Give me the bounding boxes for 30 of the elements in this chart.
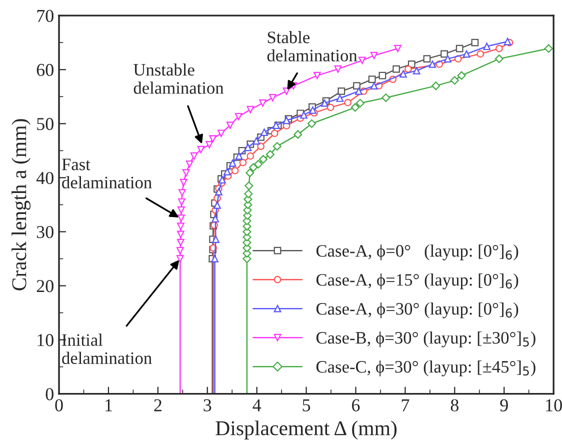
y-axis-title: Crack length a (mm) — [12, 119, 31, 290]
x-tick-label: 3 — [204, 399, 212, 412]
x-tick-label: 9 — [500, 399, 508, 412]
x-tick-label: 10 — [546, 399, 562, 412]
annotation: Initial delamination — [62, 334, 152, 364]
x-tick-label: 8 — [450, 399, 458, 412]
x-axis-title: Displacement Δ (mm) — [216, 420, 397, 440]
y-tick-label: 40 — [36, 172, 54, 184]
y-tick-label: 60 — [36, 64, 54, 76]
x-tick-label: 2 — [154, 399, 162, 412]
legend-label: Case-B, ϕ=30° (layup: [±30°]$_{5}$) — [316, 332, 536, 348]
legend-label: Case-A, ϕ=15° (layup: [0°]$_{6}$) — [316, 274, 518, 290]
x-tick-label: 0 — [55, 399, 63, 412]
annotation: Unstable delamination — [134, 63, 224, 94]
x-tick-label: 4 — [252, 399, 262, 412]
y-tick-label: 50 — [37, 118, 54, 130]
x-tick-label: 6 — [352, 399, 360, 412]
x-tick-label: 7 — [402, 399, 410, 412]
legend-label: Case-A, ϕ=30° (layup: [0°]$_{6}$) — [316, 302, 518, 318]
legend-label: Case-C, ϕ=30° (layup: [±45°]$_{5}$) — [316, 360, 536, 376]
x-tick-label: 1 — [106, 399, 112, 412]
y-tick-label: 70 — [37, 10, 54, 22]
y-tick-label: 10 — [38, 334, 54, 346]
y-tick-label: 0 — [46, 388, 54, 400]
legend-label: Case-A, ϕ=0° (layup: [0°]$_{6}$) — [316, 244, 518, 260]
x-tick-label: 5 — [302, 399, 310, 412]
annotation: Stable delamination — [267, 31, 358, 62]
y-tick-label: 20 — [36, 280, 54, 292]
annotation: Fast delamination — [62, 158, 152, 188]
y-tick-label: 30 — [36, 226, 54, 238]
